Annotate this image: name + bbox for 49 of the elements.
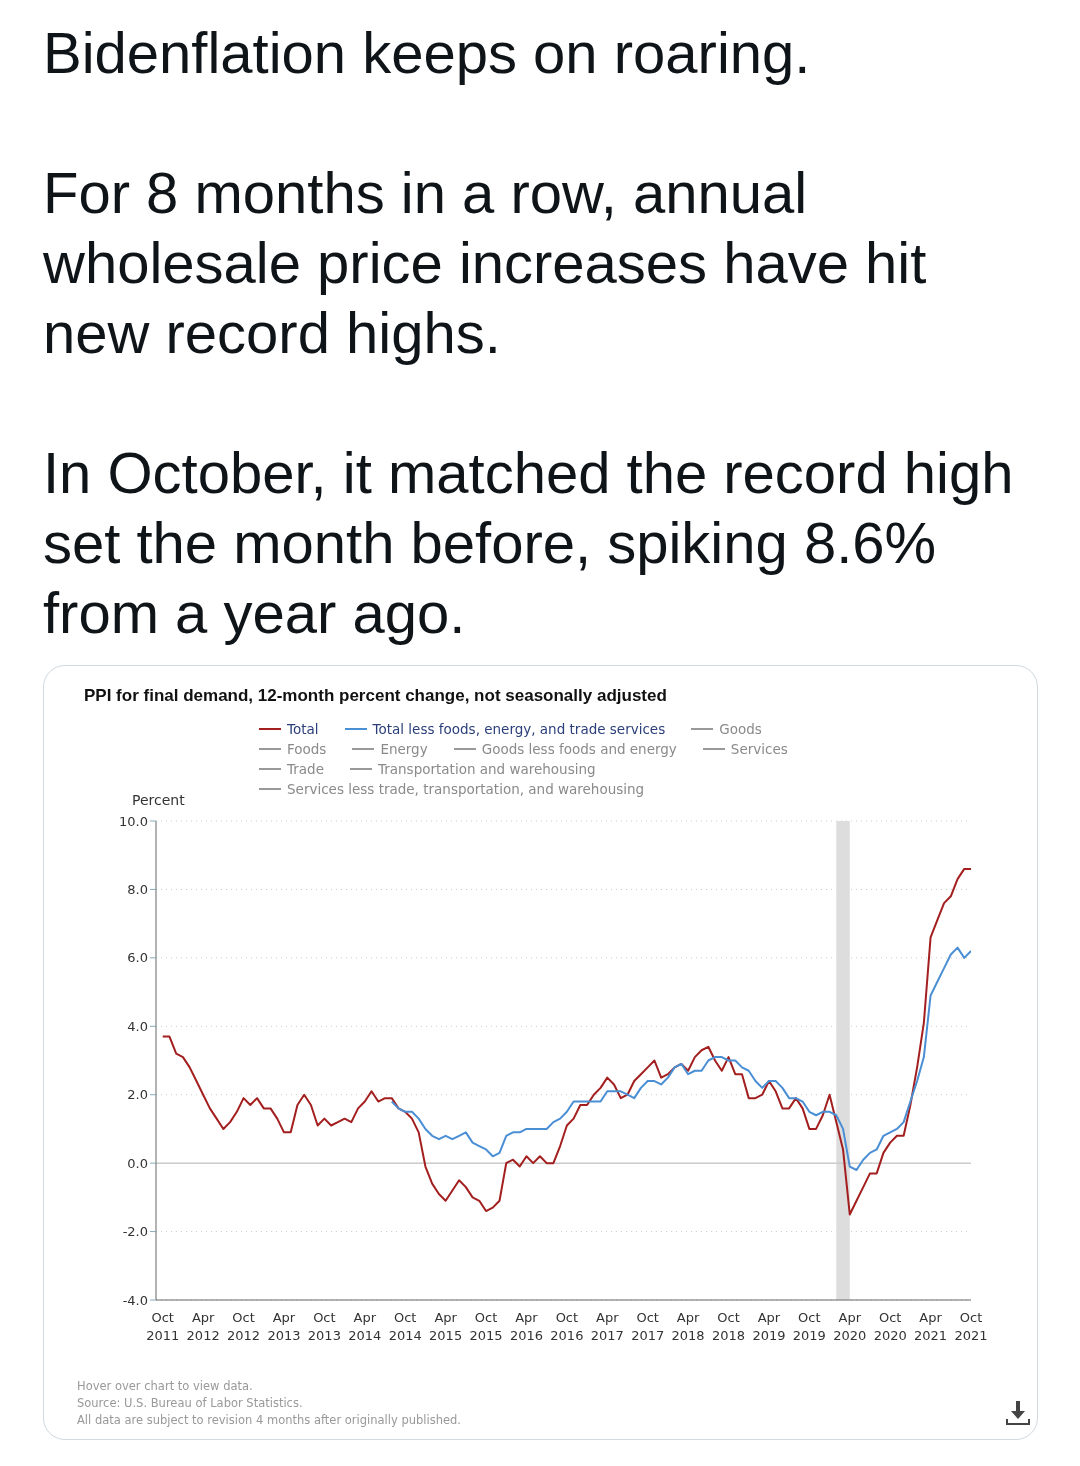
x-tick-label: Apr 2021 xyxy=(914,1310,948,1343)
y-tick-label: -2.0 xyxy=(122,1224,148,1240)
x-tick-label: Oct 2011 xyxy=(146,1310,180,1343)
text: For 8 months in a row, annual wholesale price increases have hit new record highs. xyxy=(43,159,928,367)
y-tick-label: 4.0 xyxy=(127,1018,148,1034)
x-tick-label: Apr 2020 xyxy=(833,1310,867,1343)
x-tick-label: Oct 2014 xyxy=(388,1310,422,1343)
legend-label: Trade xyxy=(287,761,324,777)
x-tick-label: Apr 2012 xyxy=(186,1310,220,1343)
legend-label: Transportation and warehousing xyxy=(377,761,596,777)
text: In October, it matched the record high set the month before, spiking 8.6% from a year ago. xyxy=(43,439,1015,647)
text: All data are subject to revision 4 months after originally published. xyxy=(77,1412,462,1429)
source-note: Source: U.S. Bureau of Labor Statistics. xyxy=(77,1395,304,1412)
legend-label: Services less trade, transportation, and warehousing xyxy=(287,781,645,797)
legend-label: Total less foods, energy, and trade services xyxy=(372,721,666,737)
x-tick-label: Oct 2021 xyxy=(954,1310,988,1343)
legend-label: Goods xyxy=(719,721,762,737)
text: Bidenflation keeps on roaring. xyxy=(43,19,812,87)
line-series xyxy=(390,946,971,1171)
x-tick-label: Oct 2020 xyxy=(873,1310,907,1343)
line-series xyxy=(161,867,971,1216)
y-tick-label: 0.0 xyxy=(127,1155,148,1171)
y-tick-label: 6.0 xyxy=(127,950,148,966)
chart-title: PPI for final demand, 12-month percent change, not seasonally adjusted xyxy=(84,686,667,706)
x-tick-label: Oct 2019 xyxy=(792,1310,826,1343)
legend-label: Goods less foods and energy xyxy=(481,741,677,757)
x-tick-label: Oct 2017 xyxy=(631,1310,665,1343)
x-tick-label: Apr 2013 xyxy=(267,1310,301,1343)
x-tick-label: Apr 2017 xyxy=(590,1310,624,1343)
y-tick-label: 2.0 xyxy=(127,1087,148,1103)
x-tick-label: Oct 2018 xyxy=(711,1310,746,1343)
legend-label: Energy xyxy=(380,741,428,757)
legend-label: Services xyxy=(730,741,788,757)
y-tick-label: 8.0 xyxy=(127,882,148,898)
x-tick-label: Oct 2015 xyxy=(469,1310,503,1343)
y-tick-label: -4.0 xyxy=(122,1292,148,1308)
y-axis-title: Percent xyxy=(132,792,185,808)
x-tick-label: Apr 2018 xyxy=(671,1310,705,1343)
y-tick-label: 10.0 xyxy=(119,813,148,829)
x-tick-label: Oct 2012 xyxy=(227,1310,261,1343)
legend-label: Foods xyxy=(287,741,327,757)
text: Hover over chart to view data. xyxy=(77,1378,254,1395)
x-tick-label: Apr 2016 xyxy=(509,1310,543,1343)
x-tick-label: Apr 2015 xyxy=(429,1310,463,1343)
x-tick-label: Oct 2013 xyxy=(307,1310,341,1343)
legend-label: Total xyxy=(287,721,319,737)
x-tick-label: Apr 2019 xyxy=(752,1310,786,1343)
x-tick-label: Apr 2014 xyxy=(348,1310,382,1343)
x-tick-label: Oct 2016 xyxy=(550,1310,584,1343)
